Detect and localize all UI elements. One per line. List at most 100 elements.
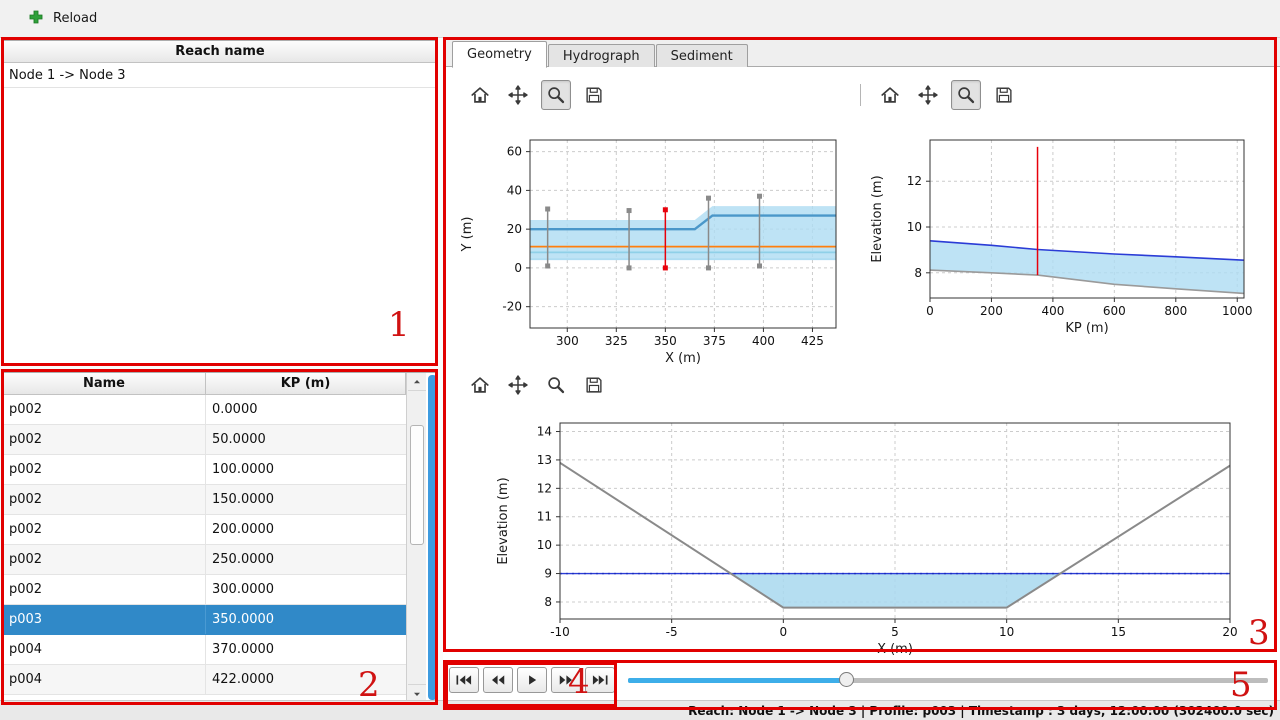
svg-text:8: 8 — [914, 266, 922, 280]
scrollbar-handle[interactable] — [410, 425, 424, 545]
svg-text:15: 15 — [1111, 625, 1126, 639]
column-header-name[interactable]: Name — [3, 373, 206, 395]
results-panel: Geometry Hydrograph Sediment 300 325 350 375 4… — [443, 38, 1280, 660]
tab-hydrograph[interactable]: Hydrograph — [547, 44, 655, 67]
plan-chart-toolbar — [465, 80, 609, 110]
svg-text:12: 12 — [537, 481, 552, 495]
table-row[interactable]: p002 300.0000 — [3, 575, 406, 605]
reload-plus-icon — [28, 9, 44, 29]
zoom-tool-button[interactable] — [951, 80, 981, 110]
cell-name: p002 — [3, 485, 206, 514]
top-toolbar: Reload — [0, 0, 1280, 38]
svg-text:Elevation (m): Elevation (m) — [870, 175, 885, 262]
home-icon — [471, 377, 489, 393]
svg-text:0: 0 — [780, 625, 788, 639]
cell-kp: 0.0000 — [212, 402, 258, 417]
table-row[interactable]: p003 350.0000 — [3, 605, 406, 635]
slider-handle[interactable] — [838, 672, 854, 687]
fast-backward-button[interactable] — [483, 667, 513, 693]
scrollbar-down-arrow[interactable] — [408, 684, 426, 702]
svg-text:-5: -5 — [666, 625, 678, 639]
svg-text:10: 10 — [907, 220, 922, 234]
svg-text:10: 10 — [537, 538, 552, 552]
skip-last-button[interactable] — [585, 667, 615, 693]
column-header-kp[interactable]: KP (m) — [206, 373, 406, 395]
table-row[interactable]: p002 200.0000 — [3, 515, 406, 545]
svg-text:400: 400 — [1041, 304, 1064, 318]
save-tool-button[interactable] — [579, 80, 609, 110]
svg-text:-20: -20 — [502, 300, 522, 314]
plan-view-chart[interactable]: 300 325 350 375 400 425 -20 0 20 40 60 X (m) Y (m) — [455, 118, 865, 364]
svg-text:325: 325 — [605, 334, 628, 348]
save-icon — [586, 377, 602, 393]
save-tool-button[interactable] — [989, 80, 1019, 110]
time-slider[interactable] — [628, 660, 1268, 700]
pan-tool-button[interactable] — [503, 80, 533, 110]
cell-name: p002 — [3, 545, 206, 574]
cell-name: p003 — [3, 605, 206, 634]
table-vertical-scrollbar[interactable] — [406, 373, 426, 702]
play-button[interactable] — [517, 667, 547, 693]
home-tool-button[interactable] — [465, 80, 495, 110]
long-profile-chart[interactable]: 0 200 400 600 800 1000 8 10 12 KP (m) Elevation (m… — [868, 118, 1268, 364]
skip-first-button[interactable] — [449, 667, 479, 693]
reload-button[interactable]: Reload — [20, 5, 105, 33]
status-bar: Reach: Node 1 -> Node 3 | Profile: p003 … — [0, 700, 1280, 720]
svg-text:20: 20 — [1222, 625, 1237, 639]
tab-geometry[interactable]: Geometry — [452, 41, 547, 68]
table-row[interactable]: p002 100.0000 — [3, 455, 406, 485]
cell-kp: 50.0000 — [212, 432, 266, 447]
table-header: Name KP (m) — [3, 373, 406, 395]
svg-text:300: 300 — [556, 334, 579, 348]
zoom-icon — [548, 377, 565, 394]
table-row[interactable]: p002 150.0000 — [3, 485, 406, 515]
cell-kp: 150.0000 — [212, 492, 275, 507]
svg-text:-10: -10 — [550, 625, 570, 639]
svg-text:10: 10 — [999, 625, 1014, 639]
svg-text:9: 9 — [544, 567, 552, 581]
save-tool-button[interactable] — [579, 370, 609, 400]
reach-name-header: Reach name — [3, 41, 437, 63]
reach-list-item[interactable]: Node 1 -> Node 3 — [3, 63, 437, 88]
home-tool-button[interactable] — [465, 370, 495, 400]
svg-text:425: 425 — [801, 334, 824, 348]
cell-kp: 250.0000 — [212, 552, 275, 567]
pan-tool-button[interactable] — [913, 80, 943, 110]
table-row[interactable]: p004 422.0000 — [3, 665, 406, 695]
slider-track[interactable] — [628, 678, 1268, 683]
plus-icon — [29, 10, 43, 23]
scrollbar-up-arrow[interactable] — [408, 373, 426, 391]
pan-icon — [508, 375, 528, 395]
cell-name: p002 — [3, 515, 206, 544]
svg-text:X (m): X (m) — [665, 351, 701, 364]
home-icon — [881, 87, 899, 103]
save-icon — [996, 87, 1012, 103]
tab-sediment[interactable]: Sediment — [655, 44, 748, 67]
cross-section-chart[interactable]: -10 -5 0 5 10 15 20 8 9 10 11 12 13 14 X (m) Elevation … — [455, 406, 1275, 660]
table-row[interactable]: p004 370.0000 — [3, 635, 406, 665]
svg-text:12: 12 — [907, 174, 922, 188]
skip-first-icon — [456, 675, 472, 685]
table-row[interactable]: p002 50.0000 — [3, 425, 406, 455]
cell-name: p002 — [3, 455, 206, 484]
profile-table-body: p002 0.0000 p002 50.0000 p002 100.0000 p002 150… — [3, 395, 406, 702]
svg-text:350: 350 — [654, 334, 677, 348]
svg-text:200: 200 — [980, 304, 1003, 318]
fast-forward-button[interactable] — [551, 667, 581, 693]
reach-panel: Reach name Node 1 -> Node 3 — [2, 40, 438, 364]
zoom-icon — [958, 87, 975, 104]
svg-text:Elevation (m): Elevation (m) — [496, 477, 511, 564]
panel-edge-scrollbar[interactable] — [428, 375, 437, 700]
zoom-tool-button[interactable] — [541, 80, 571, 110]
table-row[interactable]: p002 0.0000 — [3, 395, 406, 425]
table-row[interactable]: p002 250.0000 — [3, 545, 406, 575]
zoom-tool-button[interactable] — [541, 370, 571, 400]
pan-tool-button[interactable] — [503, 370, 533, 400]
pan-icon — [508, 85, 528, 105]
cell-kp: 422.0000 — [212, 672, 275, 687]
cell-name: p004 — [3, 665, 206, 694]
home-tool-button[interactable] — [875, 80, 905, 110]
fast-forward-icon — [559, 675, 572, 685]
toolbar-separator — [860, 84, 861, 106]
